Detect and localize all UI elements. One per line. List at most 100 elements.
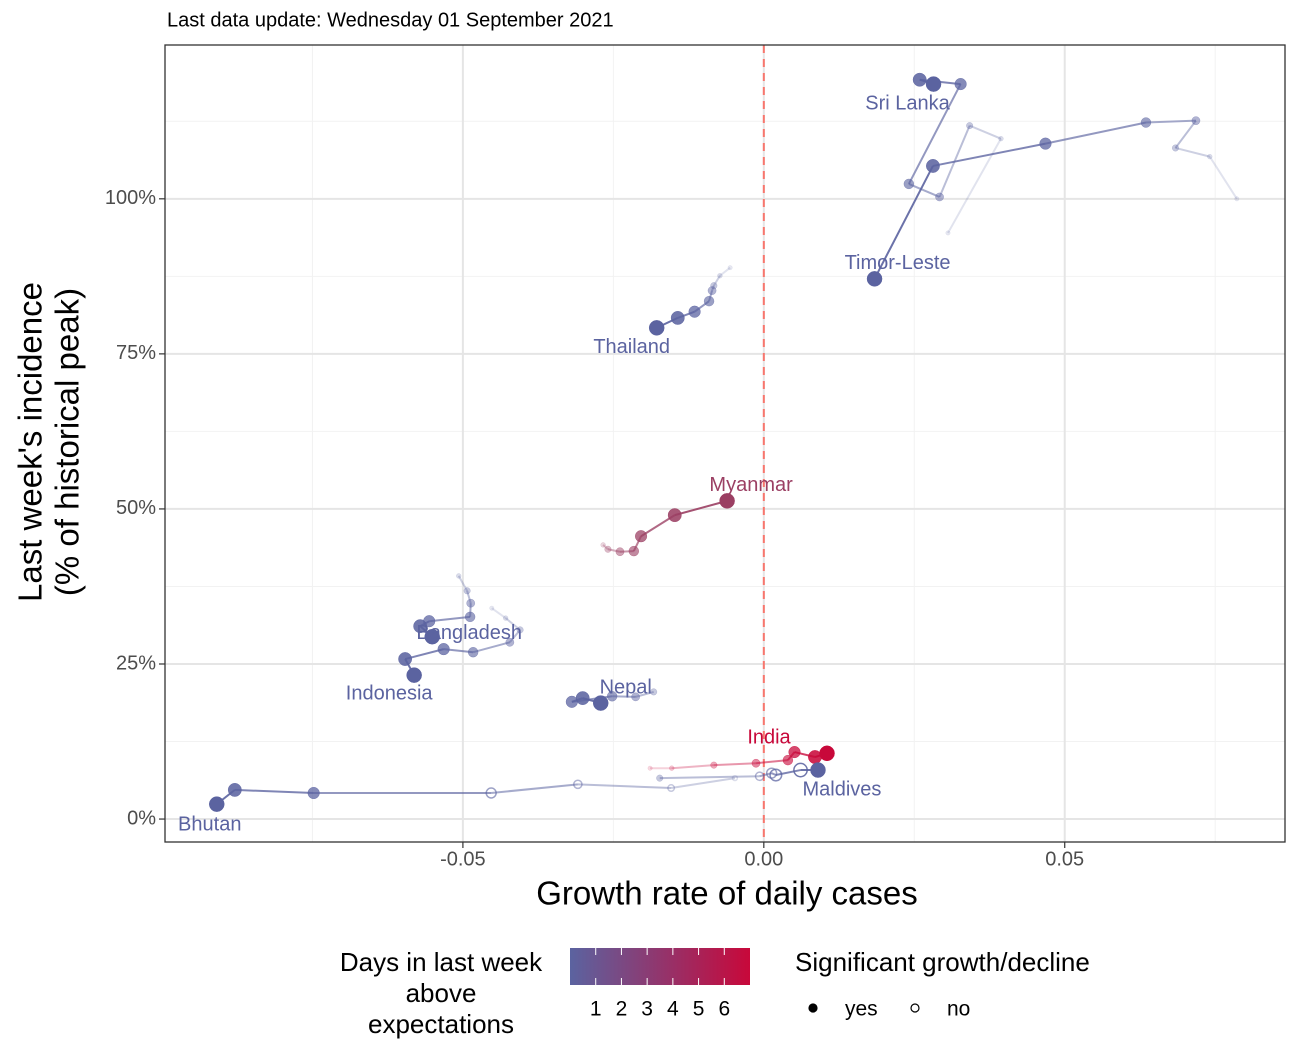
- point: [424, 628, 440, 645]
- point: [631, 692, 640, 702]
- point: [1234, 196, 1240, 202]
- point: [866, 271, 883, 287]
- series-label: Timor-Leste: [845, 252, 951, 274]
- point: [485, 787, 497, 799]
- trajectory-segment: [509, 629, 521, 643]
- point: [1039, 137, 1052, 150]
- trajectory-segment: [505, 617, 521, 631]
- x-axis-title: Growth rate of daily cases: [536, 875, 918, 912]
- series-label: India: [747, 727, 791, 749]
- series: Bhutan: [178, 774, 739, 835]
- point: [505, 637, 515, 647]
- trajectory-segment: [659, 775, 760, 780]
- point: [903, 178, 915, 190]
- trajectory-segment: [775, 769, 801, 776]
- point: [966, 122, 974, 130]
- point: [467, 647, 479, 658]
- x-tick-label: 0.00: [744, 848, 783, 870]
- point: [954, 78, 967, 91]
- colorbar-label: 2: [616, 998, 628, 1021]
- trajectory-segment: [674, 499, 728, 517]
- point: [1191, 116, 1201, 126]
- point: [463, 587, 471, 595]
- point: [502, 615, 509, 621]
- point: [810, 762, 826, 778]
- trajectory-segment: [713, 762, 757, 767]
- point: [464, 611, 476, 623]
- trajectory-segment: [713, 275, 721, 287]
- trajectory-segment: [873, 165, 934, 280]
- point: [751, 758, 761, 768]
- colorbar-label: 1: [590, 998, 602, 1021]
- point: [307, 786, 320, 800]
- series: Maldives: [656, 762, 881, 800]
- series: Timor-Leste: [845, 116, 1240, 287]
- point: [634, 530, 648, 543]
- series-label: Thailand: [593, 336, 670, 358]
- legend-title: expectations: [368, 1009, 514, 1039]
- point: [615, 547, 625, 557]
- trajectory-segment: [1174, 120, 1197, 149]
- point: [670, 311, 685, 325]
- point: [1140, 117, 1152, 128]
- trajectory-segment: [908, 183, 940, 198]
- y-tick-label: 25%: [116, 652, 156, 674]
- trajectory-segment: [577, 783, 672, 790]
- point: [945, 230, 951, 236]
- series: India: [647, 727, 835, 771]
- point: [573, 779, 583, 790]
- point: [398, 652, 413, 666]
- trajectory-segment: [1145, 119, 1196, 124]
- point: [648, 320, 665, 336]
- y-tick-label: 50%: [116, 497, 156, 519]
- legend-label: yes: [845, 998, 878, 1021]
- point: [935, 192, 944, 202]
- series: Thailand: [593, 265, 733, 358]
- point: [466, 598, 476, 608]
- trajectory-segment: [234, 788, 314, 795]
- point: [600, 542, 606, 548]
- series-label: Indonesia: [346, 682, 434, 704]
- point: [456, 573, 462, 579]
- point: [667, 508, 682, 523]
- point: [1207, 153, 1213, 160]
- legend-title: Days in last week: [340, 947, 543, 977]
- point: [793, 762, 808, 778]
- point: [998, 136, 1004, 142]
- trajectory-segment: [1045, 121, 1147, 145]
- point: [719, 493, 735, 509]
- panel-border: [164, 44, 1286, 843]
- y-tick-label: 0%: [127, 807, 156, 829]
- trajectory-segment: [491, 783, 578, 794]
- trajectory-segment: [472, 641, 511, 654]
- trajectory-segment: [491, 607, 507, 619]
- y-axis-title: Last week's incidence: [12, 282, 49, 602]
- point: [592, 695, 609, 711]
- series-label: Bhutan: [178, 813, 241, 835]
- legend-key: [808, 1003, 818, 1013]
- trajectory-segment: [711, 285, 715, 291]
- point: [516, 626, 524, 634]
- colorbar-label: 4: [667, 998, 679, 1021]
- legend-title: above: [406, 978, 477, 1008]
- point: [669, 765, 675, 771]
- trajectory-segment: [429, 615, 471, 623]
- point: [489, 605, 495, 611]
- series: Nepal: [565, 676, 658, 711]
- point: [647, 765, 653, 771]
- trajectory-segment: [719, 266, 731, 277]
- legend-key: [910, 1003, 920, 1013]
- trajectory-segment: [969, 124, 1002, 140]
- point: [912, 72, 927, 87]
- y-axis-title: (% of historical peak): [49, 288, 86, 596]
- point: [819, 745, 835, 762]
- point: [710, 282, 718, 290]
- y-tick-label: 75%: [116, 342, 156, 364]
- series: Bangladesh: [413, 573, 522, 645]
- trajectory-segment: [932, 142, 1046, 167]
- trajectory-segment: [755, 759, 788, 765]
- series: Myanmar: [600, 474, 793, 557]
- point: [782, 754, 794, 766]
- legend-label: no: [947, 998, 970, 1021]
